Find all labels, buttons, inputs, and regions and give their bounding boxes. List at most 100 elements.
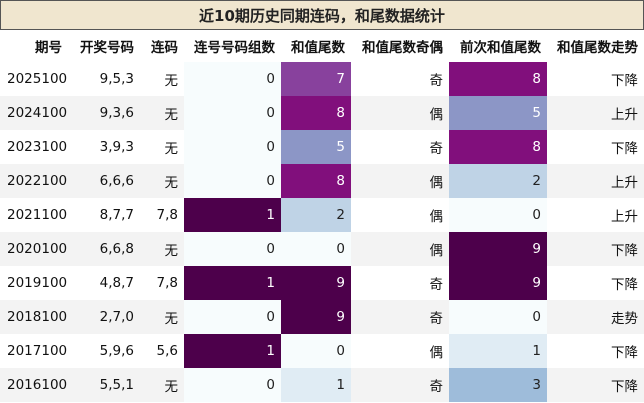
cell-consec: 7,8 (140, 198, 184, 232)
cell-consec: 无 (140, 96, 184, 130)
header-trend: 和值尾数走势 (557, 40, 638, 56)
cell-issue: 2023100 (0, 130, 68, 164)
cell-tail: 9 (281, 300, 351, 334)
cell-parity: 奇 (351, 300, 449, 334)
cell-prev-tail: 2 (449, 164, 547, 198)
header-consec: 连码 (151, 40, 178, 56)
table-row: 2024100 9,3,6 无 0 8 偶 5 上升 (0, 96, 644, 130)
cell-tail: 8 (281, 96, 351, 130)
cell-trend: 上升 (547, 198, 644, 232)
cell-trend: 走势 (547, 300, 644, 334)
cell-groups: 1 (184, 198, 281, 232)
header-issue: 期号 (35, 40, 62, 56)
cell-tail: 8 (281, 164, 351, 198)
table-row: 2016100 5,5,1 无 0 1 奇 3 下降 (0, 368, 644, 402)
cell-parity: 偶 (351, 232, 449, 266)
header-parity: 和值尾数奇偶 (362, 40, 443, 56)
cell-issue: 2019100 (0, 266, 68, 300)
cell-parity: 奇 (351, 368, 449, 402)
table-row: 2022100 6,6,6 无 0 8 偶 2 上升 (0, 164, 644, 198)
cell-issue: 2017100 (0, 334, 68, 368)
cell-consec: 5,6 (140, 334, 184, 368)
cell-tail: 1 (281, 368, 351, 402)
header-tail: 和值尾数 (291, 40, 345, 56)
cell-numbers: 2,7,0 (68, 300, 140, 334)
cell-issue: 2022100 (0, 164, 68, 198)
cell-prev-tail: 8 (449, 130, 547, 164)
cell-prev-tail: 9 (449, 232, 547, 266)
cell-tail: 0 (281, 232, 351, 266)
table-row: 2018100 2,7,0 无 0 9 奇 0 走势 (0, 300, 644, 334)
cell-groups: 0 (184, 164, 281, 198)
cell-groups: 0 (184, 300, 281, 334)
cell-consec: 无 (140, 130, 184, 164)
cell-trend: 下降 (547, 130, 644, 164)
cell-issue: 2016100 (0, 368, 68, 402)
cell-numbers: 3,9,3 (68, 130, 140, 164)
cell-tail: 2 (281, 198, 351, 232)
cell-groups: 0 (184, 130, 281, 164)
cell-consec: 无 (140, 62, 184, 96)
cell-groups: 1 (184, 334, 281, 368)
cell-prev-tail: 5 (449, 96, 547, 130)
cell-prev-tail: 9 (449, 266, 547, 300)
cell-prev-tail: 0 (449, 198, 547, 232)
cell-parity: 偶 (351, 334, 449, 368)
table-row: 2019100 4,8,7 7,8 1 9 奇 9 下降 (0, 266, 644, 300)
cell-groups: 0 (184, 368, 281, 402)
cell-trend: 下降 (547, 232, 644, 266)
cell-parity: 奇 (351, 62, 449, 96)
cell-consec: 无 (140, 164, 184, 198)
cell-issue: 2021100 (0, 198, 68, 232)
cell-consec: 7,8 (140, 266, 184, 300)
cell-prev-tail: 8 (449, 62, 547, 96)
cell-consec: 无 (140, 232, 184, 266)
stats-table: 期号 开奖号码 连码 连号号码组数 和值尾数 和值尾数奇偶 前次和值尾数 和值尾… (0, 30, 644, 402)
cell-trend: 下降 (547, 334, 644, 368)
cell-numbers: 9,3,6 (68, 96, 140, 130)
cell-tail: 9 (281, 266, 351, 300)
cell-trend: 上升 (547, 96, 644, 130)
cell-numbers: 6,6,6 (68, 164, 140, 198)
table-row: 2023100 3,9,3 无 0 5 奇 8 下降 (0, 130, 644, 164)
cell-trend: 下降 (547, 368, 644, 402)
header-row: 期号 开奖号码 连码 连号号码组数 和值尾数 和值尾数奇偶 前次和值尾数 和值尾… (0, 30, 644, 62)
cell-issue: 2024100 (0, 96, 68, 130)
cell-parity: 奇 (351, 266, 449, 300)
cell-groups: 0 (184, 232, 281, 266)
cell-trend: 上升 (547, 164, 644, 198)
cell-tail: 7 (281, 62, 351, 96)
cell-groups: 1 (184, 266, 281, 300)
cell-trend: 下降 (547, 266, 644, 300)
cell-prev-tail: 0 (449, 300, 547, 334)
table-row: 2020100 6,6,8 无 0 0 偶 9 下降 (0, 232, 644, 266)
cell-numbers: 5,9,6 (68, 334, 140, 368)
cell-parity: 奇 (351, 130, 449, 164)
cell-tail: 5 (281, 130, 351, 164)
cell-groups: 0 (184, 62, 281, 96)
table-title: 近10期历史同期连码，和尾数据统计 (0, 0, 644, 30)
cell-parity: 偶 (351, 198, 449, 232)
cell-tail: 0 (281, 334, 351, 368)
table-row: 2021100 8,7,7 7,8 1 2 偶 0 上升 (0, 198, 644, 232)
cell-trend: 下降 (547, 62, 644, 96)
table-row: 2017100 5,9,6 5,6 1 0 偶 1 下降 (0, 334, 644, 368)
header-groups: 连号号码组数 (194, 40, 275, 56)
cell-consec: 无 (140, 368, 184, 402)
cell-numbers: 4,8,7 (68, 266, 140, 300)
cell-numbers: 9,5,3 (68, 62, 140, 96)
cell-prev-tail: 1 (449, 334, 547, 368)
cell-issue: 2018100 (0, 300, 68, 334)
cell-consec: 无 (140, 300, 184, 334)
cell-numbers: 6,6,8 (68, 232, 140, 266)
cell-numbers: 5,5,1 (68, 368, 140, 402)
cell-parity: 偶 (351, 164, 449, 198)
cell-issue: 2020100 (0, 232, 68, 266)
header-prev-tail: 前次和值尾数 (460, 40, 541, 56)
cell-prev-tail: 3 (449, 368, 547, 402)
cell-parity: 偶 (351, 96, 449, 130)
table-row: 2025100 9,5,3 无 0 7 奇 8 下降 (0, 62, 644, 96)
cell-groups: 0 (184, 96, 281, 130)
cell-numbers: 8,7,7 (68, 198, 140, 232)
